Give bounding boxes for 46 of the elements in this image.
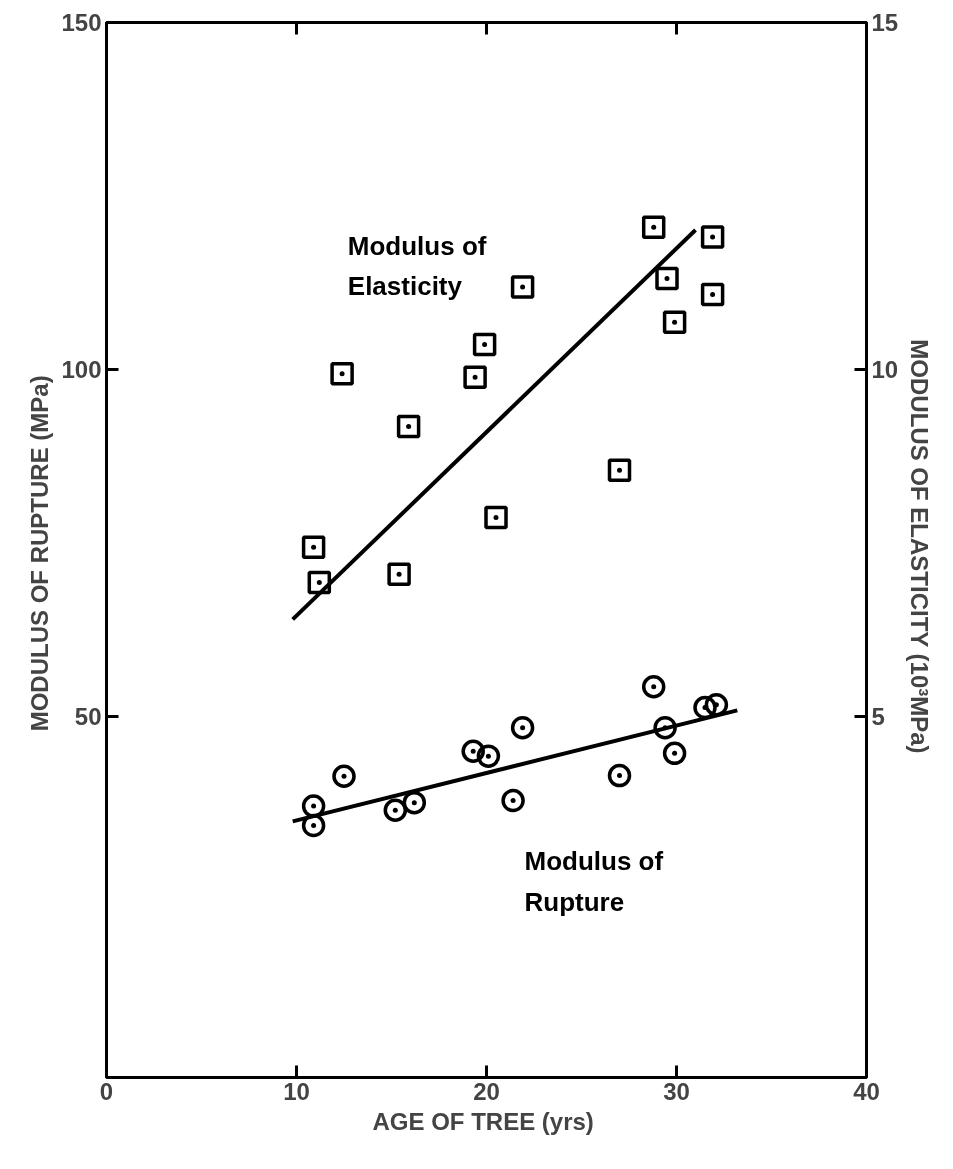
point bbox=[461, 739, 485, 764]
point bbox=[387, 562, 411, 587]
y2-tick-label: 15 bbox=[871, 9, 899, 36]
point bbox=[330, 361, 354, 386]
point bbox=[476, 744, 501, 768]
point bbox=[641, 215, 666, 239]
point bbox=[307, 570, 332, 595]
point bbox=[662, 310, 687, 335]
point bbox=[472, 332, 497, 357]
point bbox=[396, 414, 421, 439]
point bbox=[693, 695, 717, 720]
x-axis-title: AGE OF TREE (yrs) bbox=[372, 1107, 594, 1135]
point bbox=[332, 764, 356, 788]
y-tick-label: 100 bbox=[61, 356, 102, 384]
x-tick-label: 0 bbox=[99, 1077, 114, 1105]
point bbox=[704, 693, 729, 717]
point bbox=[501, 788, 525, 813]
point bbox=[301, 794, 326, 818]
point bbox=[402, 790, 427, 815]
x-tick-label: 20 bbox=[473, 1077, 500, 1105]
point bbox=[607, 763, 632, 788]
y-tick-label: 150 bbox=[61, 9, 102, 36]
point bbox=[484, 505, 508, 530]
point bbox=[662, 741, 687, 766]
point bbox=[641, 675, 666, 699]
y2-tick-label: 5 bbox=[871, 703, 885, 731]
x-tick-label: 30 bbox=[663, 1077, 690, 1105]
point bbox=[301, 535, 326, 559]
point bbox=[383, 798, 408, 823]
series-label: Modulus of Elasticity bbox=[347, 230, 487, 302]
point bbox=[510, 275, 535, 299]
point bbox=[510, 715, 535, 740]
series-label: Modulus of Rupture bbox=[524, 846, 664, 917]
x-tick-label: 10 bbox=[283, 1077, 310, 1105]
y2-axis-title: MODULUS OF ELASTICITY (10³MPa) bbox=[906, 339, 934, 754]
point bbox=[700, 282, 725, 307]
point bbox=[463, 365, 487, 389]
point bbox=[301, 813, 326, 838]
x-tick-label: 40 bbox=[853, 1077, 880, 1105]
y-tick-label: 50 bbox=[74, 703, 102, 731]
point bbox=[700, 225, 725, 249]
point bbox=[655, 266, 679, 291]
y-axis-title: MODULUS OF RUPTURE (MPa) bbox=[26, 375, 54, 732]
point bbox=[653, 715, 677, 740]
point bbox=[607, 458, 632, 482]
y2-tick-label: 10 bbox=[871, 356, 899, 384]
